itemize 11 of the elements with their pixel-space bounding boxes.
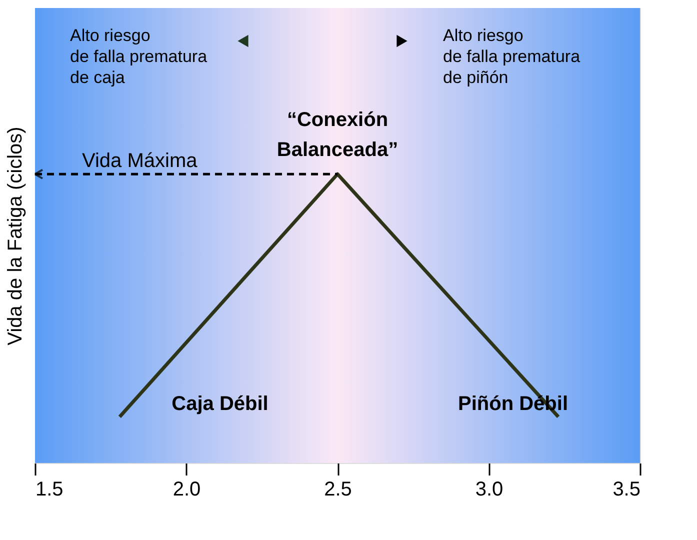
annotation: “Conexión Balanceada” <box>276 109 398 162</box>
x-tick-label: 2.5 <box>324 478 352 500</box>
x-tick-label: 2.0 <box>172 478 201 500</box>
text: Vida Máxima <box>82 150 198 172</box>
x-tick-label: 1.5 <box>36 478 64 500</box>
x-tick-label: 3.0 <box>475 478 504 500</box>
annotation: Caja Débil <box>172 393 268 415</box>
y-axis-title: Vida de la Fatiga (ciclos) <box>4 126 26 346</box>
text: Alto riesgo de falla prematura de caja <box>70 26 208 87</box>
x-tick-label: 3.5 <box>612 478 640 500</box>
text: Alto riesgo de falla prematura de piñón <box>443 26 581 87</box>
